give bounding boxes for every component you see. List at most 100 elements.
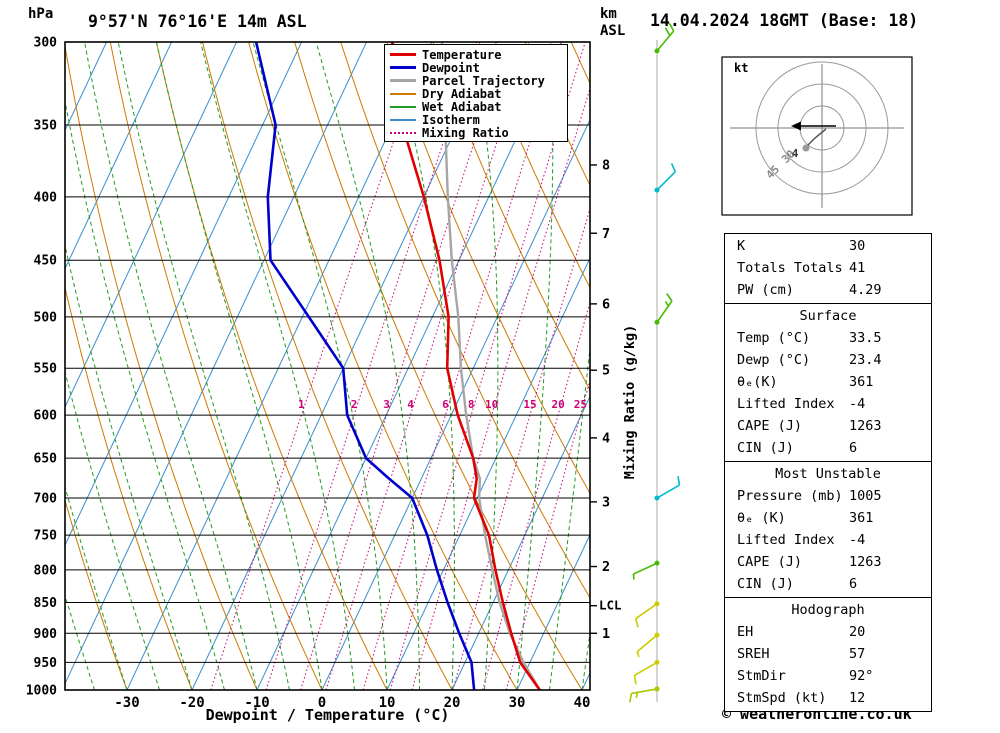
stat-label: PW (cm) bbox=[737, 282, 794, 298]
stat-label: CAPE (J) bbox=[737, 418, 803, 434]
stat-label: Pressure (mb) bbox=[737, 488, 843, 504]
stat-row: CIN (J) 6 bbox=[725, 437, 931, 459]
svg-text:20: 20 bbox=[444, 695, 461, 711]
svg-text:700: 700 bbox=[34, 492, 58, 507]
stat-value: 92° bbox=[849, 668, 874, 684]
svg-text:600: 600 bbox=[34, 409, 58, 424]
stats-section: K 30 Totals Totals 41 PW (cm) 4.29 bbox=[725, 234, 931, 303]
mixing-ratio-labels: 1 2 3 4 6 8 10 15 20 25 bbox=[298, 398, 587, 411]
temperature-tick-labels: -30 -20 -10 0 10 20 30 40 bbox=[114, 695, 590, 711]
stat-value: 30 bbox=[849, 238, 866, 254]
svg-text:0: 0 bbox=[318, 695, 326, 711]
stat-row: PW (cm) 4.29 bbox=[725, 279, 931, 301]
stat-label: CIN (J) bbox=[737, 440, 794, 456]
legend-item-label: Parcel Trajectory bbox=[422, 73, 545, 88]
svg-text:450: 450 bbox=[34, 254, 58, 269]
stat-value: -4 bbox=[849, 532, 866, 548]
svg-text:800: 800 bbox=[34, 563, 58, 578]
legend-item: Temperature bbox=[390, 48, 563, 62]
svg-text:5: 5 bbox=[602, 363, 610, 379]
legend-line-sample-icon bbox=[390, 131, 416, 134]
stat-label: StmDir bbox=[737, 668, 786, 684]
legend-item-label: Isotherm bbox=[422, 112, 480, 127]
stat-label: CIN (J) bbox=[737, 576, 794, 592]
stat-label: θₑ (K) bbox=[737, 510, 786, 526]
svg-text:950: 950 bbox=[34, 656, 58, 671]
svg-text:10: 10 bbox=[379, 695, 396, 711]
temperature-curve bbox=[391, 42, 542, 690]
stat-row: Lifted Index -4 bbox=[725, 529, 931, 551]
svg-text:550: 550 bbox=[34, 362, 58, 377]
legend-item: Dry Adiabat bbox=[390, 86, 563, 101]
stat-value: 4.29 bbox=[849, 282, 882, 298]
stat-label: Totals Totals bbox=[737, 260, 843, 276]
svg-text:30: 30 bbox=[509, 695, 526, 711]
x-axis-title: Dewpoint / Temperature (°C) bbox=[205, 706, 450, 724]
svg-text:8: 8 bbox=[602, 157, 610, 173]
stats-section-header: Surface bbox=[799, 308, 857, 324]
svg-text:1: 1 bbox=[298, 398, 305, 411]
stat-row: Lifted Index -4 bbox=[725, 393, 931, 415]
stat-value: 23.4 bbox=[849, 352, 882, 368]
legend: Temperature Dewpoint Parcel Trajectory Dry … bbox=[384, 44, 568, 142]
stat-row: StmDir 92° bbox=[725, 665, 931, 687]
storm-motion-marker bbox=[802, 144, 810, 152]
stat-row: Temp (°C) 33.5 bbox=[725, 327, 931, 349]
stat-label: θₑ(K) bbox=[737, 374, 778, 390]
legend-item: Isotherm bbox=[390, 112, 563, 127]
svg-text:4: 4 bbox=[407, 398, 414, 411]
plot-frame bbox=[64, 41, 591, 691]
svg-text:3: 3 bbox=[602, 494, 610, 510]
stat-row: K 30 bbox=[725, 235, 931, 257]
svg-text:7: 7 bbox=[602, 226, 610, 242]
legend-line-sample-icon bbox=[390, 66, 416, 69]
parcel-trajectory-curve bbox=[440, 42, 541, 690]
svg-text:900: 900 bbox=[34, 627, 58, 642]
legend-item-label: Mixing Ratio bbox=[422, 125, 509, 140]
svg-text:2: 2 bbox=[602, 559, 610, 575]
wet-adiabat-lines bbox=[65, 42, 590, 690]
svg-text:-10: -10 bbox=[244, 695, 269, 711]
legend-line-sample-icon bbox=[390, 53, 416, 56]
svg-text:2: 2 bbox=[351, 398, 358, 411]
stats-section: Surface Temp (°C) 33.5 Dewp (°C) 23.4 θₑ(K) 36… bbox=[725, 303, 931, 461]
stat-row: StmSpd (kt) 12 bbox=[725, 687, 931, 709]
stat-label: CAPE (J) bbox=[737, 554, 803, 570]
stats-section: Hodograph EH 20 SREH 57 StmDir 92° StmSpd (kt) 1… bbox=[725, 597, 931, 711]
stat-value: 41 bbox=[849, 260, 866, 276]
mixing-ratio-axis-title: Mixing Ratio (g/kg) bbox=[622, 324, 638, 480]
stat-value: 20 bbox=[849, 624, 866, 640]
svg-text:350: 350 bbox=[34, 118, 58, 133]
stat-value: 6 bbox=[849, 440, 858, 456]
svg-text:3: 3 bbox=[383, 398, 390, 411]
svg-text:500: 500 bbox=[34, 310, 58, 325]
svg-text:LCL: LCL bbox=[599, 598, 622, 613]
stat-value: 12 bbox=[849, 690, 866, 706]
svg-text:15: 15 bbox=[523, 398, 536, 411]
svg-text:6: 6 bbox=[602, 296, 610, 312]
stat-value: -4 bbox=[849, 396, 866, 412]
svg-text:40: 40 bbox=[574, 695, 591, 711]
stat-value: 33.5 bbox=[849, 330, 882, 346]
station-title: 9°57'N 76°16'E 14m ASL bbox=[88, 12, 307, 31]
stat-value: 1263 bbox=[849, 554, 882, 570]
legend-item-label: Dry Adiabat bbox=[422, 86, 502, 101]
stat-value: 57 bbox=[849, 646, 866, 662]
stat-row: Totals Totals 41 bbox=[725, 257, 931, 279]
svg-text:750: 750 bbox=[34, 529, 58, 544]
svg-text:4: 4 bbox=[792, 147, 799, 160]
stats-section-header: Hodograph bbox=[791, 602, 865, 618]
stat-value: 361 bbox=[849, 510, 874, 526]
stat-row: SREH 57 bbox=[725, 643, 931, 665]
stat-value: 1005 bbox=[849, 488, 882, 504]
pressure-axis-unit: hPa bbox=[28, 6, 54, 22]
stats-table: K 30 Totals Totals 41 PW (cm) 4.29 Surface Temp… bbox=[724, 233, 932, 712]
svg-text:-30: -30 bbox=[114, 695, 139, 711]
stat-row: CAPE (J) 1263 bbox=[725, 551, 931, 573]
run-datetime-header: 14.04.2024 18GMT (Base: 18) bbox=[650, 11, 919, 30]
svg-text:1000: 1000 bbox=[26, 684, 57, 699]
km-unit: km bbox=[600, 6, 617, 22]
